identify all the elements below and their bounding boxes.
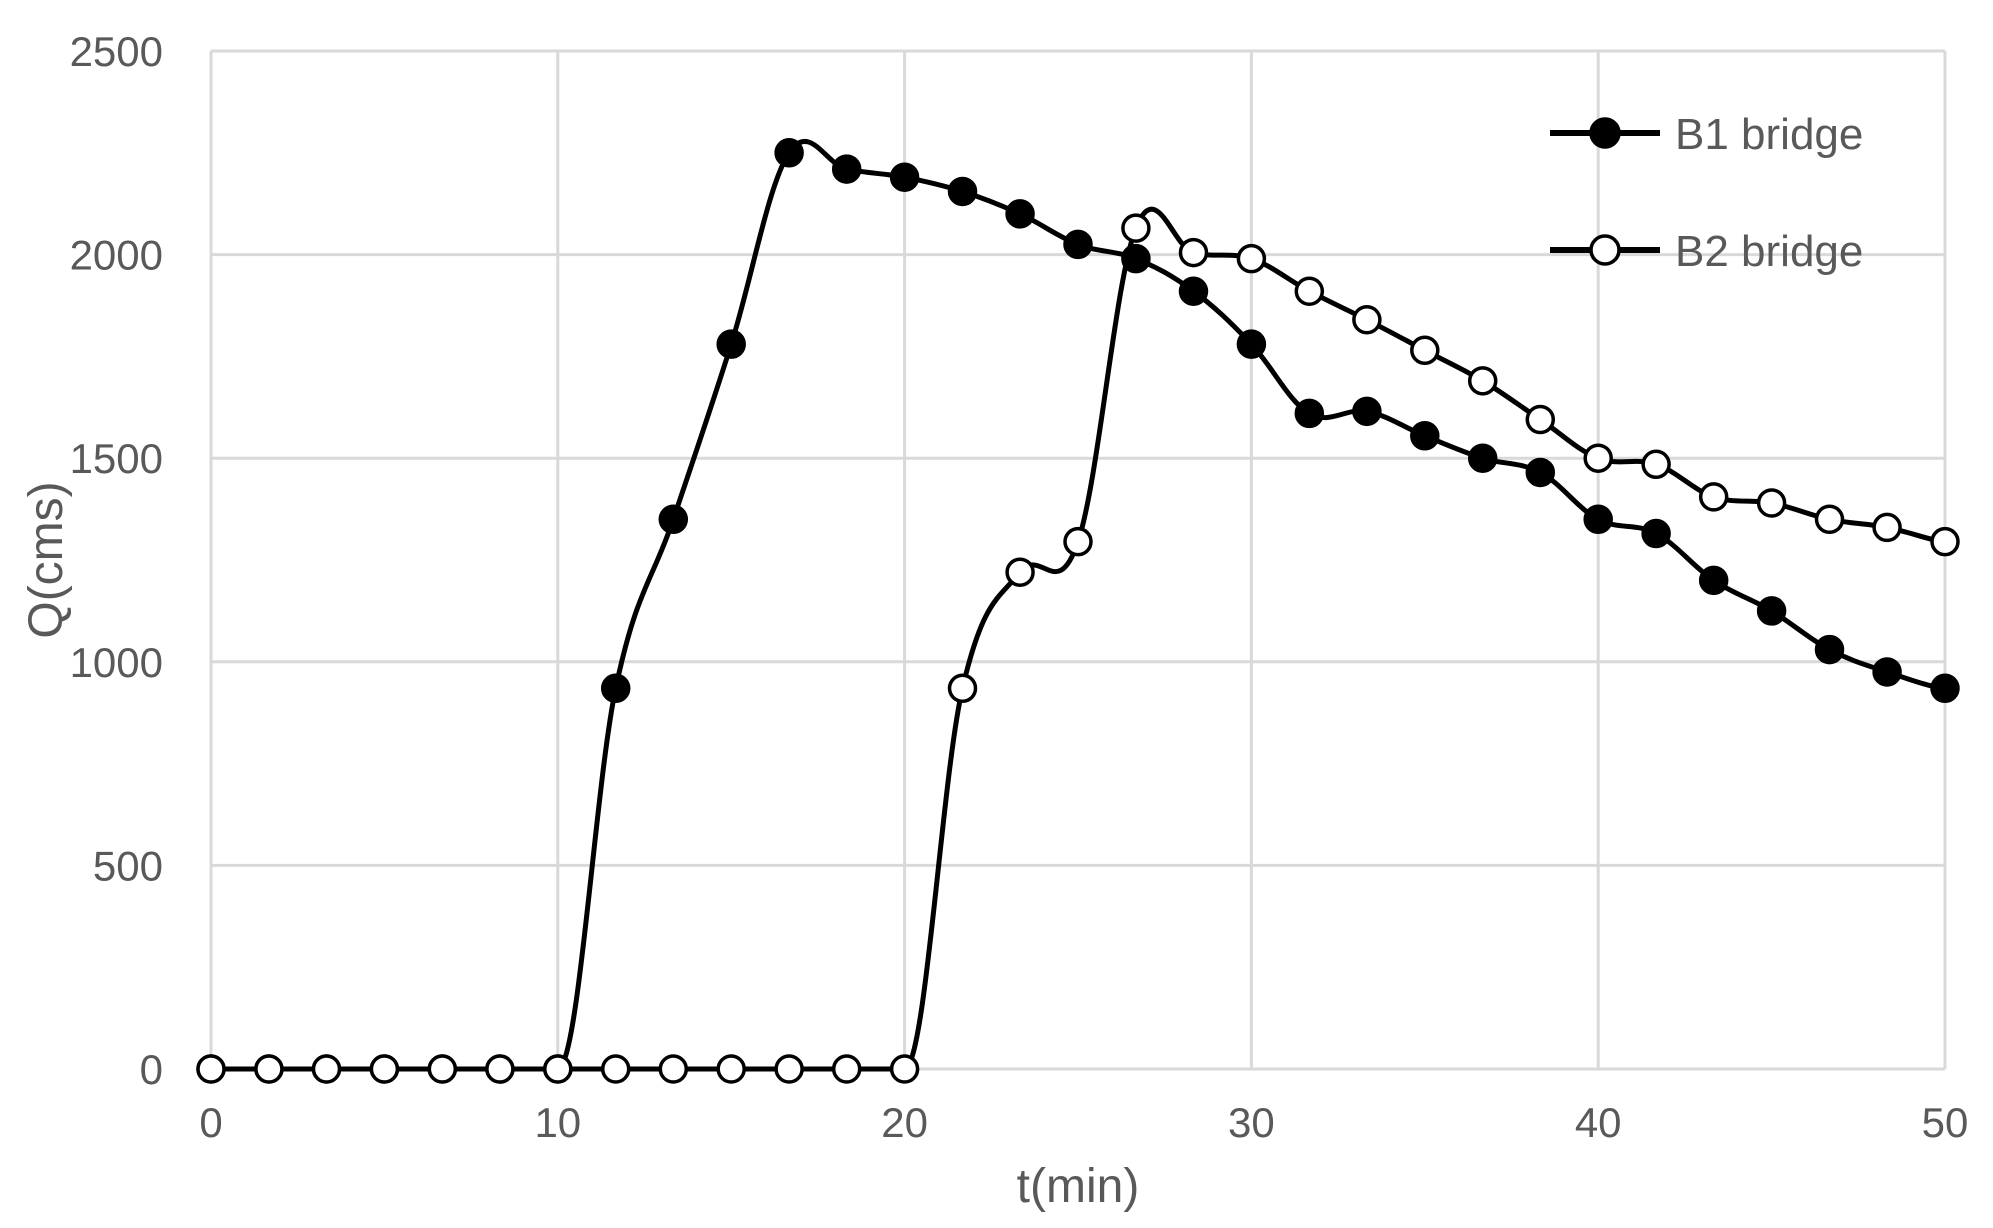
data-point <box>1236 329 1267 359</box>
legend-entry: B2 bridge <box>1550 227 1863 276</box>
data-point <box>774 138 804 168</box>
x-gridlines <box>209 51 1947 1069</box>
y-axis-title: Q(cms) <box>20 481 73 638</box>
data-point <box>658 504 689 535</box>
data-point <box>1063 229 1093 260</box>
data-point <box>1410 335 1440 366</box>
data-point <box>1814 634 1845 665</box>
data-point <box>1641 449 1671 480</box>
legend-label: B1 bridge <box>1675 110 1863 159</box>
data-point <box>1410 421 1440 451</box>
data-point <box>1294 398 1325 429</box>
series-layer <box>196 138 1960 1084</box>
legend-entry: B1 bridge <box>1550 110 1863 159</box>
data-point <box>1178 276 1209 306</box>
data-point <box>1178 237 1209 268</box>
data-point <box>947 176 978 207</box>
data-point <box>1698 565 1729 596</box>
x-tick-label: 10 <box>534 1099 581 1146</box>
data-point <box>427 1054 458 1084</box>
data-point <box>543 1054 573 1084</box>
y-tick-label: 2500 <box>70 28 163 75</box>
y-tick-label: 0 <box>140 1046 163 1093</box>
x-tick-label: 50 <box>1922 1099 1969 1146</box>
data-point <box>485 1054 515 1084</box>
data-point <box>1352 396 1382 427</box>
data-point <box>1756 596 1787 626</box>
y-tick-label: 1000 <box>70 639 163 686</box>
data-point <box>889 162 920 192</box>
data-point <box>311 1054 342 1084</box>
data-point <box>1352 305 1382 335</box>
series-line <box>208 138 1948 1072</box>
y-tick-label: 1500 <box>70 435 163 482</box>
legend: B1 bridge B2 bridge <box>1550 110 1863 276</box>
data-point <box>1294 276 1325 306</box>
data-point <box>716 329 746 359</box>
data-point <box>1930 526 1960 557</box>
data-point <box>889 1054 920 1084</box>
x-tick-labels: 0 10 20 30 40 50 <box>199 1099 1968 1146</box>
data-point <box>1063 526 1093 557</box>
x-tick-label: 40 <box>1575 1099 1622 1146</box>
y-tick-label: 500 <box>93 842 163 889</box>
y-tick-labels: 0 500 1000 1500 2000 2500 <box>70 28 163 1093</box>
data-point <box>369 1054 400 1084</box>
data-point <box>1583 443 1613 473</box>
data-point <box>1525 404 1556 435</box>
data-point <box>1467 443 1498 473</box>
legend-marker <box>1589 117 1621 149</box>
x-axis-title: t(min) <box>1017 1160 1140 1213</box>
series-2 <box>196 206 1960 1084</box>
data-point <box>1467 366 1498 396</box>
data-point <box>774 1054 804 1084</box>
data-point <box>658 1054 689 1084</box>
data-point <box>1641 518 1671 549</box>
data-point <box>1698 482 1729 512</box>
data-point <box>1756 488 1787 518</box>
data-point <box>1583 504 1613 535</box>
y-gridlines <box>211 49 1945 1071</box>
data-point <box>1814 504 1845 535</box>
data-point <box>1005 199 1035 229</box>
y-tick-label: 2000 <box>70 232 163 279</box>
data-point <box>1525 457 1556 488</box>
data-point <box>831 154 862 184</box>
legend-marker <box>1589 234 1621 266</box>
data-point <box>831 1054 862 1084</box>
data-point <box>600 673 631 704</box>
data-point <box>1236 243 1267 274</box>
data-point <box>1872 657 1902 687</box>
data-point <box>600 1054 631 1084</box>
x-tick-label: 20 <box>881 1099 928 1146</box>
data-point <box>1121 213 1151 243</box>
series-1 <box>196 138 1960 1084</box>
data-point <box>1872 512 1902 543</box>
data-point <box>716 1054 746 1084</box>
data-point <box>1005 557 1035 587</box>
x-tick-label: 0 <box>199 1099 222 1146</box>
legend-label: B2 bridge <box>1675 227 1863 276</box>
data-point <box>254 1054 284 1084</box>
data-point <box>947 673 978 704</box>
data-point <box>1930 673 1960 704</box>
data-point <box>196 1054 226 1084</box>
series-line <box>208 206 1948 1072</box>
x-tick-label: 30 <box>1228 1099 1275 1146</box>
